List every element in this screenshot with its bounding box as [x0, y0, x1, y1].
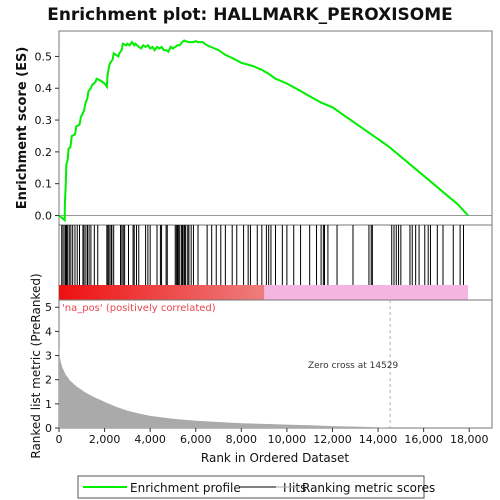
metric-y-ticks: 0 1 2 3 4 5	[45, 301, 59, 435]
band-segment-neutral	[264, 285, 469, 300]
x-tick-label: 0	[56, 433, 63, 446]
x-tick-label: 16,000	[404, 433, 443, 446]
legend-label-enrichment: Enrichment profile	[130, 481, 241, 495]
band-segment-positive	[171, 285, 178, 300]
band-segment-positive	[166, 285, 173, 300]
es-panel-frame	[58, 30, 493, 226]
band-segment-positive	[182, 285, 188, 300]
band-segment-positive	[151, 285, 157, 300]
band-segment-positive	[217, 285, 224, 300]
legend-label-metric: Ranking metric scores	[302, 481, 435, 495]
enrichment-profile-line	[58, 39, 469, 223]
x-axis-label: Rank in Ordered Dataset	[201, 451, 349, 465]
band-segment-positive	[248, 285, 255, 300]
band-segment-positive	[89, 285, 96, 300]
band-segment-positive	[94, 285, 101, 300]
x-tick-label: 6,000	[180, 433, 212, 446]
band-segment-positive	[202, 285, 209, 300]
band-segment-positive	[79, 285, 86, 300]
band-segment-positive	[212, 285, 219, 300]
band-segment-positive	[253, 285, 260, 300]
band-segment-positive	[258, 285, 265, 300]
positive-correlation-label: 'na_pos' (positively correlated)	[62, 303, 216, 314]
band-segment-positive	[74, 285, 81, 300]
es-y-axis-label: Enrichment score (ES)	[15, 47, 30, 210]
band-segment-positive	[223, 285, 229, 300]
metric-y-tick-label: 4	[45, 325, 52, 338]
ranking-color-band	[59, 285, 469, 300]
legend: Enrichment profile Hits Ranking metric s…	[77, 475, 435, 499]
zero-cross-label: Zero cross at 14529	[308, 361, 399, 371]
band-segment-positive	[100, 285, 106, 300]
metric-y-tick-label: 1	[45, 398, 52, 411]
band-segment-positive	[64, 285, 70, 300]
es-y-tick-label: 0.0	[35, 209, 53, 222]
x-axis-ticks: 0 2,000 4,000 6,000 8,000 10,000 12,000 14,000 1…	[56, 428, 489, 446]
es-y-tick-label: 0.2	[35, 146, 53, 159]
band-segment-positive	[120, 285, 127, 300]
band-segment-positive	[105, 285, 111, 300]
band-segment-positive	[233, 285, 239, 300]
metric-y-tick-label: 0	[45, 422, 52, 435]
hits-panel	[58, 224, 493, 301]
band-segment-positive	[238, 285, 245, 300]
band-segment-positive	[197, 285, 204, 300]
x-tick-label: 2,000	[89, 433, 121, 446]
metric-panel-frame	[58, 299, 493, 429]
x-tick-label: 12,000	[313, 433, 352, 446]
band-segment-positive	[84, 285, 91, 300]
x-tick-label: 8,000	[226, 433, 258, 446]
es-y-tick-label: 0.1	[35, 178, 53, 191]
band-segment-positive	[125, 285, 132, 300]
x-tick-label: 18,000	[450, 433, 489, 446]
metric-y-tick-label: 2	[45, 374, 52, 387]
legend-label-hits: Hits	[283, 481, 306, 495]
es-y-tick-label: 0.5	[35, 50, 53, 63]
band-segment-positive	[135, 285, 142, 300]
band-segment-positive	[192, 285, 198, 300]
band-segment-positive	[228, 285, 234, 300]
band-segment-positive	[243, 285, 250, 300]
band-segment-positive	[59, 285, 65, 300]
es-y-ticks: 0.0 0.1 0.2 0.3 0.4 0.5	[35, 50, 59, 222]
band-segment-positive	[187, 285, 193, 300]
band-segment-positive	[115, 285, 122, 300]
chart-title: Enrichment plot: HALLMARK_PEROXISOME	[47, 5, 453, 25]
band-segment-positive	[146, 285, 152, 300]
metric-y-tick-label: 3	[45, 350, 52, 363]
band-segment-positive	[176, 285, 183, 300]
hit-markers	[61, 225, 465, 285]
x-tick-label: 14,000	[359, 433, 398, 446]
es-y-tick-label: 0.3	[35, 114, 53, 127]
band-segment-positive	[130, 285, 137, 300]
es-y-tick-label: 0.4	[35, 82, 53, 95]
metric-panel: Zero cross at 14529 'na_pos' (positively…	[29, 273, 493, 459]
band-segment-positive	[110, 285, 116, 300]
metric-y-tick-label: 5	[45, 301, 52, 314]
band-segment-positive	[156, 285, 163, 300]
band-segment-positive	[207, 285, 214, 300]
band-segment-positive	[69, 285, 75, 300]
es-panel: 0.0 0.1 0.2 0.3 0.4 0.5 Enrichment score (ES)	[15, 30, 493, 226]
x-tick-label: 10,000	[268, 433, 307, 446]
metric-y-axis-label: Ranked list metric (PreRanked)	[29, 273, 43, 458]
x-tick-label: 4,000	[134, 433, 166, 446]
band-segment-positive	[161, 285, 168, 300]
ranking-metric-area	[59, 348, 401, 428]
band-segment-positive	[141, 285, 147, 300]
